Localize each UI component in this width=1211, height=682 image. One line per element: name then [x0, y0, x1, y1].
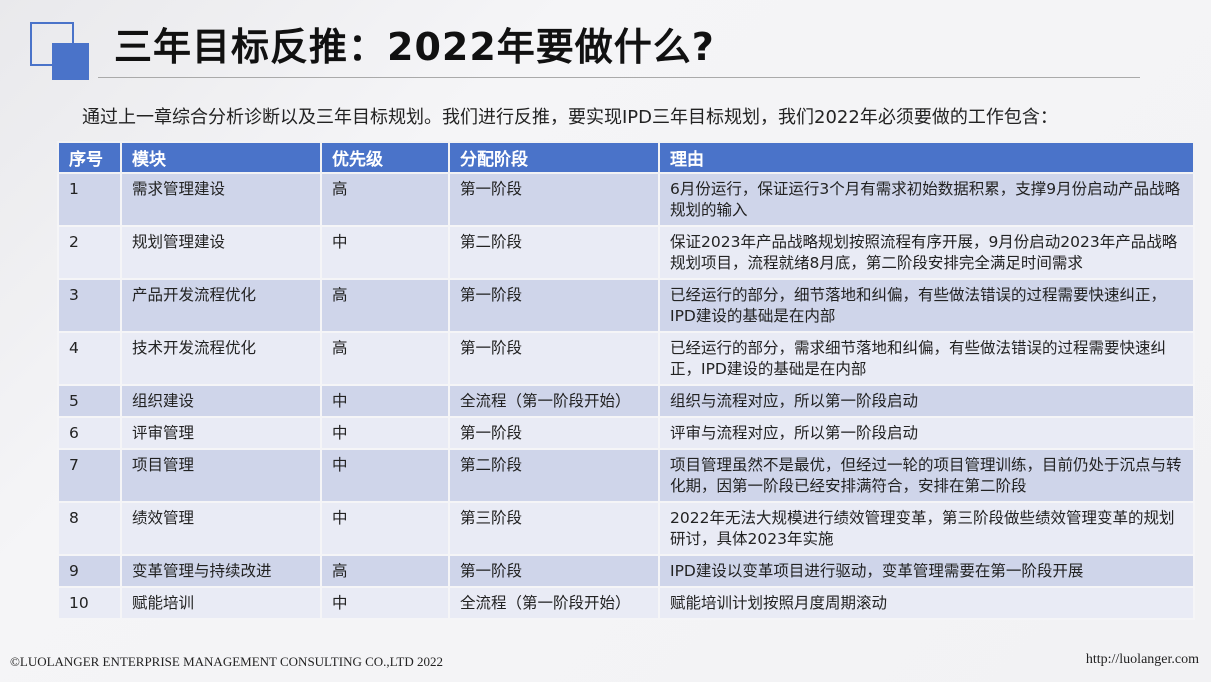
cell-priority: 中 — [320, 586, 450, 620]
cell-phase: 第一阶段 — [448, 172, 660, 227]
header-priority: 优先级 — [320, 141, 450, 174]
cell-module: 赋能培训 — [120, 586, 322, 620]
cell-module: 绩效管理 — [120, 501, 322, 556]
intro-text: 通过上一章综合分析诊断以及三年目标规划。我们进行反推，要实现IPD三年目标规划，… — [82, 107, 1058, 128]
cell-module: 技术开发流程优化 — [120, 331, 322, 386]
cell-index: 4 — [57, 331, 122, 386]
cell-priority: 高 — [320, 172, 450, 227]
page-title: 三年目标反推：2022年要做什么? — [114, 25, 715, 69]
cell-priority: 中 — [320, 448, 450, 503]
cell-index: 7 — [57, 448, 122, 503]
cell-index: 3 — [57, 278, 122, 333]
title-divider — [98, 77, 1140, 78]
cell-phase: 第一阶段 — [448, 278, 660, 333]
cell-index: 9 — [57, 554, 122, 588]
cell-module: 产品开发流程优化 — [120, 278, 322, 333]
logo-filled-square — [52, 43, 89, 80]
header-reason: 理由 — [658, 141, 1195, 174]
cell-phase: 全流程（第一阶段开始） — [448, 586, 660, 620]
cell-index: 1 — [57, 172, 122, 227]
cell-index: 8 — [57, 501, 122, 556]
header-module: 模块 — [120, 141, 322, 174]
table-row: 1 需求管理建设高第一阶段 6月份运行，保证运行3个月有需求初始数据积累，支撑9月份… — [57, 172, 1195, 227]
cell-phase: 全流程（第一阶段开始） — [448, 384, 660, 418]
header-index: 序号 — [57, 141, 122, 174]
cell-index: 5 — [57, 384, 122, 418]
cell-phase: 第二阶段 — [448, 225, 660, 280]
table-row: 9 变革管理与持续改进高第一阶段 IPD建设以变革项目进行驱动，变革管理需要在第一阶… — [57, 554, 1195, 588]
cell-priority: 中 — [320, 501, 450, 556]
cell-module: 评审管理 — [120, 416, 322, 450]
cell-phase: 第一阶段 — [448, 331, 660, 386]
table-row: 6 评审管理中第一阶段 评审与流程对应，所以第一阶段启动 — [57, 416, 1195, 450]
cell-phase: 第二阶段 — [448, 448, 660, 503]
cell-priority: 高 — [320, 278, 450, 333]
cell-module: 规划管理建设 — [120, 225, 322, 280]
cell-reason: 已经运行的部分，细节落地和纠偏，有些做法错误的过程需要快速纠正，IPD建设的基础… — [658, 278, 1195, 333]
cell-module: 项目管理 — [120, 448, 322, 503]
cell-module: 变革管理与持续改进 — [120, 554, 322, 588]
cell-priority: 高 — [320, 331, 450, 386]
cell-reason: 赋能培训计划按照月度周期滚动 — [658, 586, 1195, 620]
cell-index: 6 — [57, 416, 122, 450]
cell-reason: 6月份运行，保证运行3个月有需求初始数据积累，支撑9月份启动产品战略规划的输入 — [658, 172, 1195, 227]
cell-module: 组织建设 — [120, 384, 322, 418]
cell-reason: IPD建设以变革项目进行驱动，变革管理需要在第一阶段开展 — [658, 554, 1195, 588]
cell-priority: 中 — [320, 384, 450, 418]
cell-index: 10 — [57, 586, 122, 620]
cell-reason: 评审与流程对应，所以第一阶段启动 — [658, 416, 1195, 450]
cell-priority: 中 — [320, 416, 450, 450]
table-header-row: 序号 模块 优先级 分配阶段 理由 — [57, 141, 1195, 174]
cell-phase: 第一阶段 — [448, 416, 660, 450]
footer-copyright: ©LUOLANGER ENTERPRISE MANAGEMENT CONSULT… — [10, 654, 443, 669]
table-row: 8 绩效管理中第三阶段 2022年无法大规模进行绩效管理变革，第三阶段做些绩效管理变… — [57, 501, 1195, 556]
cell-reason: 2022年无法大规模进行绩效管理变革，第三阶段做些绩效管理变革的规划研讨，具体2… — [658, 501, 1195, 556]
cell-phase: 第一阶段 — [448, 554, 660, 588]
cell-phase: 第三阶段 — [448, 501, 660, 556]
cell-reason: 项目管理虽然不是最优，但经过一轮的项目管理训练，目前仍处于沉点与转化期，因第一阶… — [658, 448, 1195, 503]
table-row: 10 赋能培训中全流程（第一阶段开始） 赋能培训计划按照月度周期滚动 — [57, 586, 1195, 620]
cell-reason: 已经运行的部分，需求细节落地和纠偏，有些做法错误的过程需要快速纠正，IPD建设的… — [658, 331, 1195, 386]
cell-index: 2 — [57, 225, 122, 280]
cell-module: 需求管理建设 — [120, 172, 322, 227]
cell-reason: 组织与流程对应，所以第一阶段启动 — [658, 384, 1195, 418]
work-plan-table: 序号 模块 优先级 分配阶段 理由 1 需求管理建设高第一阶段 6月份运行，保证运行… — [57, 141, 1195, 620]
cell-priority: 中 — [320, 225, 450, 280]
table-row: 2 规划管理建设中第二阶段 保证2023年产品战略规划按照流程有序开展，9月份启动2… — [57, 225, 1195, 280]
footer-url[interactable]: http://luolanger.com — [1085, 652, 1199, 667]
table-row: 7 项目管理中第二阶段 项目管理虽然不是最优，但经过一轮的项目管理训练，目前仍处于沉… — [57, 448, 1195, 503]
header-phase: 分配阶段 — [448, 141, 660, 174]
cell-priority: 高 — [320, 554, 450, 588]
table-row: 3 产品开发流程优化高第一阶段 已经运行的部分，细节落地和纠偏，有些做法错误的过程需… — [57, 278, 1195, 333]
table-row: 5 组织建设中全流程（第一阶段开始） 组织与流程对应，所以第一阶段启动 — [57, 384, 1195, 418]
table-row: 4 技术开发流程优化高第一阶段 已经运行的部分，需求细节落地和纠偏，有些做法错误的过… — [57, 331, 1195, 386]
cell-reason: 保证2023年产品战略规划按照流程有序开展，9月份启动2023年产品战略规划项目… — [658, 225, 1195, 280]
